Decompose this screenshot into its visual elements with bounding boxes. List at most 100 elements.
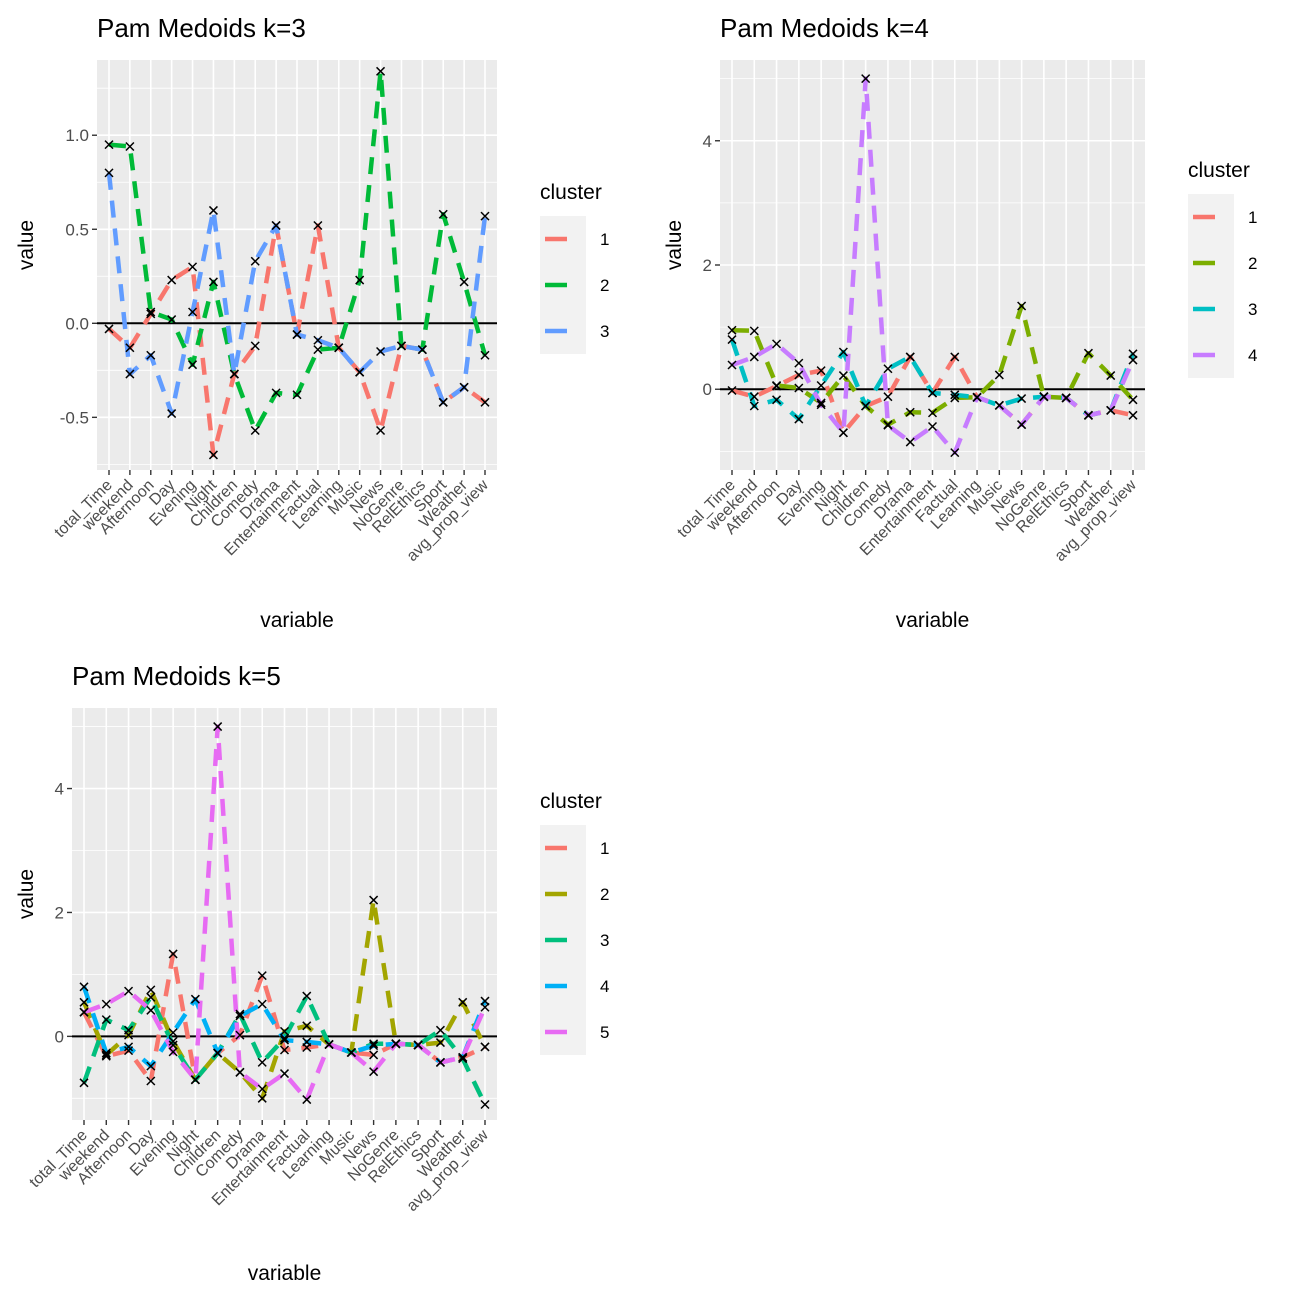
- legend-title: cluster: [540, 181, 602, 204]
- point-cluster-5-weekend: [101, 999, 111, 1009]
- point-cluster-2-avg_prop_view: [480, 350, 490, 360]
- point-cluster-2-Music: [994, 370, 1004, 380]
- point-cluster-2-Entertainment: [279, 1026, 290, 1036]
- legend-label-cluster-2: 2: [1248, 254, 1257, 273]
- point-cluster-3-Evening: [816, 380, 826, 391]
- point-cluster-2-News: [369, 895, 379, 905]
- x-axis-title: variable: [260, 609, 334, 632]
- point-cluster-2-Afternoon: [772, 380, 782, 391]
- point-cluster-3-Factual: [302, 991, 312, 1001]
- point-cluster-3-total_Time: [79, 1078, 89, 1088]
- point-cluster-2-Evening: [188, 360, 198, 370]
- point-cluster-4-Evening: [168, 1028, 178, 1038]
- point-cluster-3-Factual: [950, 390, 960, 400]
- point-cluster-1-total_Time: [104, 324, 114, 334]
- point-cluster-4-total_Time: [727, 360, 737, 370]
- point-cluster-1-News: [369, 1050, 379, 1060]
- point-cluster-4-News: [1017, 420, 1027, 430]
- point-cluster-3-weekend: [101, 1015, 111, 1025]
- point-cluster-4-avg_prop_view: [1128, 355, 1138, 365]
- point-cluster-1-Night: [208, 450, 218, 460]
- point-cluster-2-Comedy: [250, 425, 260, 436]
- point-cluster-4-weekend: [101, 1048, 111, 1058]
- point-cluster-4-Children: [861, 74, 871, 84]
- point-cluster-4-Drama: [257, 999, 267, 1009]
- point-cluster-3-Evening: [168, 1040, 178, 1050]
- legend-label-cluster-4: 4: [1248, 346, 1257, 365]
- point-cluster-1-Drama: [257, 971, 267, 981]
- point-cluster-3-Sport: [438, 397, 448, 407]
- point-cluster-2-Sport: [435, 1038, 445, 1048]
- point-cluster-3-Children: [861, 401, 871, 411]
- y-tick-label: 1.0: [65, 126, 89, 145]
- point-cluster-5-Afternoon: [124, 986, 134, 996]
- point-cluster-2-Night: [838, 371, 848, 381]
- chart-k5: Pam Medoids k=5024total_TimeweekendAfter…: [15, 661, 609, 1285]
- point-cluster-2-weekend: [125, 141, 135, 152]
- point-cluster-3-Entertainment: [279, 1033, 290, 1043]
- legend-label-cluster-4: 4: [600, 977, 609, 996]
- point-cluster-3-Evening: [188, 307, 198, 317]
- point-cluster-3-Sport: [435, 1025, 445, 1035]
- point-cluster-2-Day: [146, 985, 156, 995]
- point-cluster-2-total_Time: [104, 140, 114, 150]
- point-cluster-1-Day: [794, 370, 804, 380]
- legend-title: cluster: [540, 790, 602, 813]
- point-cluster-1-avg_prop_view: [480, 397, 490, 407]
- point-cluster-2-Factual: [950, 393, 960, 403]
- point-cluster-2-Afternoon: [146, 307, 156, 317]
- legend-label-cluster-2: 2: [600, 885, 609, 904]
- point-cluster-2-Sport: [438, 209, 448, 219]
- chart-title: Pam Medoids k=4: [720, 13, 929, 43]
- point-cluster-3-Afternoon: [146, 350, 156, 360]
- point-cluster-5-Night: [190, 1075, 200, 1085]
- point-cluster-3-Drama: [905, 352, 915, 362]
- point-cluster-1-Evening: [816, 366, 826, 376]
- point-cluster-1-Factual: [950, 352, 960, 362]
- point-cluster-4-Drama: [905, 437, 915, 447]
- point-cluster-1-Factual: [313, 220, 323, 231]
- chart-panel-k3: Pam Medoids k=3 -0.5 0.0 0.5 1.0 total_Time we…: [0, 0, 648, 640]
- point-cluster-2-Weather: [458, 997, 468, 1007]
- point-cluster-2-Factual: [313, 345, 323, 355]
- point-cluster-2-avg_prop_view: [480, 1042, 490, 1052]
- point-cluster-4-Day: [146, 1061, 156, 1071]
- point-cluster-5-Children: [213, 722, 223, 732]
- point-cluster-3-total_Time: [727, 335, 737, 345]
- point-cluster-3-Weather: [459, 382, 469, 392]
- point-cluster-1-News: [376, 425, 386, 436]
- point-cluster-4-RelEthics: [1061, 393, 1071, 403]
- point-cluster-4-total_Time: [79, 982, 89, 992]
- point-cluster-3-Day: [167, 409, 177, 419]
- point-cluster-1-Afternoon: [124, 1046, 134, 1056]
- y-tick-label: 0: [703, 380, 712, 399]
- point-cluster-2-Sport: [1083, 348, 1093, 358]
- legend: cluster 1 2 3 4 5: [540, 790, 609, 1055]
- point-cluster-2-weekend: [749, 326, 759, 336]
- point-cluster-3-Comedy: [235, 1009, 245, 1019]
- point-cluster-2-Drama: [257, 1093, 267, 1103]
- point-cluster-4-Afternoon: [772, 339, 782, 349]
- point-cluster-4-Factual: [302, 1037, 312, 1047]
- y-tick-label: 4: [55, 780, 64, 799]
- chart-k4: Pam Medoids k=4024total_TimeweekendAfter…: [663, 13, 1257, 632]
- point-cluster-3-Drama: [271, 220, 281, 231]
- point-cluster-5-Learning: [324, 1039, 334, 1049]
- point-cluster-5-Music: [346, 1047, 356, 1057]
- legend-key-background: [1188, 194, 1234, 378]
- point-cluster-4-Evening: [816, 400, 826, 410]
- point-cluster-2-Factual: [302, 1021, 312, 1031]
- point-cluster-3-Weather: [458, 1054, 468, 1064]
- point-cluster-3-Day: [146, 992, 156, 1002]
- y-axis-title: value: [15, 220, 38, 270]
- point-cluster-3-Afternoon: [124, 1025, 134, 1035]
- point-cluster-3-RelEthics: [417, 345, 427, 355]
- point-cluster-3-total_Time: [104, 168, 114, 178]
- point-cluster-1-Entertainment: [279, 1045, 290, 1055]
- point-cluster-5-Drama: [257, 1084, 267, 1094]
- point-cluster-2-total_Time: [727, 325, 737, 335]
- point-cluster-1-Day: [146, 1076, 156, 1086]
- point-cluster-4-Day: [794, 358, 804, 368]
- point-cluster-2-total_Time: [79, 997, 89, 1007]
- point-cluster-2-Day: [794, 383, 804, 393]
